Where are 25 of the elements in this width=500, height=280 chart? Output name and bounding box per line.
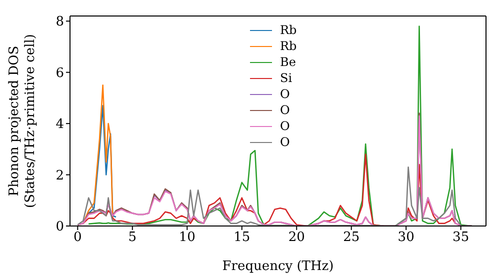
x-tick-label: 10 bbox=[178, 230, 196, 246]
line-series bbox=[77, 166, 472, 226]
y-axis-title: Phonon projected DOS (States/THz·primitive cell) bbox=[7, 34, 38, 208]
y-tick-label: 8 bbox=[56, 14, 64, 30]
legend-label: O bbox=[280, 102, 290, 118]
x-tick-label: 15 bbox=[234, 230, 250, 246]
x-tick-label: 30 bbox=[398, 230, 414, 246]
legend-label: O bbox=[280, 118, 290, 134]
legend-label: O bbox=[280, 86, 290, 102]
legend-label: Si bbox=[280, 70, 292, 86]
x-axis-title: Frequency (THz) bbox=[222, 259, 334, 274]
y-tick-label: 4 bbox=[56, 117, 64, 132]
x-tick-label: 0 bbox=[74, 230, 82, 246]
x-tick-label: 25 bbox=[343, 230, 360, 246]
x-tick-label: 35 bbox=[452, 230, 470, 246]
x-tick-label: 5 bbox=[128, 230, 137, 246]
legend-label: Rb bbox=[280, 38, 297, 54]
line-series bbox=[88, 26, 472, 226]
y-tick-label: 6 bbox=[56, 66, 64, 81]
y-tick-label: 2 bbox=[56, 168, 64, 184]
legend-label: Rb bbox=[280, 22, 297, 38]
legend-label: O bbox=[280, 134, 290, 150]
x-tick-label: 20 bbox=[288, 230, 305, 246]
legend-label: Be bbox=[280, 54, 296, 70]
y-tick-label: 0 bbox=[56, 220, 64, 235]
